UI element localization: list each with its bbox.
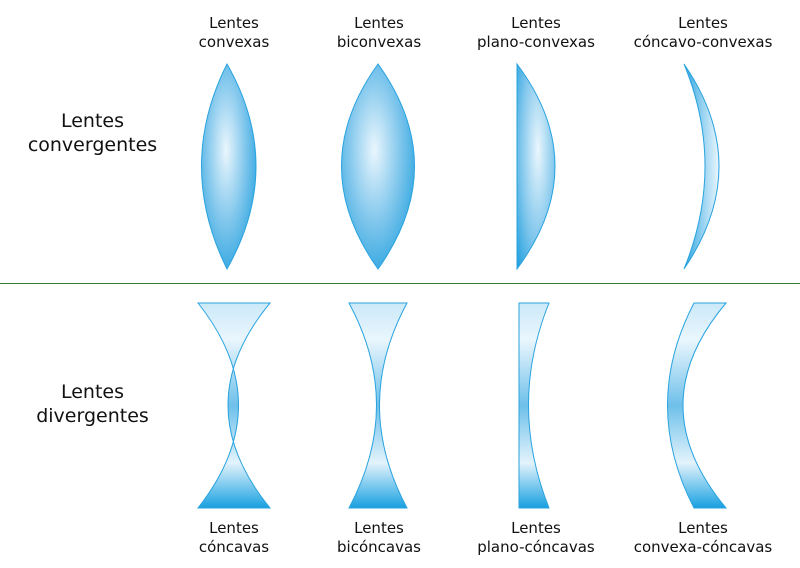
label-convexas: Lentes convexas [134, 14, 334, 52]
label-biconcavas: Lentes bicóncavas [279, 519, 479, 557]
lens-biconcava [348, 302, 408, 509]
convergent-row-title: Lentes convergentes [0, 109, 185, 157]
label-convexas-line2: convexas [198, 33, 270, 51]
label-convexa-concavas-line2: convexa-cóncavas [633, 538, 773, 556]
divergent-row-title: Lentes divergentes [0, 380, 185, 428]
divider-line [0, 283, 800, 284]
divergent-title-line2: divergentes [36, 405, 149, 427]
label-plano-concavas: Lentes plano-cóncavas [436, 519, 636, 557]
lens-biconvexa [341, 63, 415, 270]
lens-convexa-concava [667, 302, 728, 509]
divergent-title-line1: Lentes [60, 381, 125, 403]
label-concavas: Lentes cóncavas [134, 519, 334, 557]
lens-plano-concava [518, 302, 550, 509]
lens-concavo-convexa [683, 63, 720, 270]
label-concavas-line1: Lentes [209, 519, 259, 537]
label-plano-concavas-line1: Lentes [511, 519, 561, 537]
label-convexa-concavas-line1: Lentes [678, 519, 728, 537]
convergent-title-line1: Lentes [60, 110, 125, 132]
label-biconvexas-line1: Lentes [354, 14, 404, 32]
label-concavo-convexas-line2: cóncavo-convexas [633, 33, 773, 51]
label-concavas-line2: cóncavas [198, 538, 270, 556]
label-biconvexas: Lentes biconvexas [279, 14, 479, 52]
convergent-title-line2: convergentes [27, 134, 158, 156]
label-convexas-line1: Lentes [209, 14, 259, 32]
lens-plano-convexa [516, 62, 556, 271]
label-plano-convexas-line1: Lentes [511, 14, 561, 32]
label-plano-convexas-line2: plano-convexas [477, 33, 595, 51]
label-concavo-convexas: Lentes cóncavo-convexas [603, 14, 800, 52]
label-plano-convexas: Lentes plano-convexas [436, 14, 636, 52]
label-biconcavas-line1: Lentes [354, 519, 404, 537]
lens-concava [196, 302, 272, 509]
label-biconcavas-line2: bicóncavas [337, 538, 421, 556]
label-convexa-concavas: Lentes convexa-cóncavas [603, 519, 800, 557]
label-plano-concavas-line2: plano-cóncavas [477, 538, 595, 556]
label-concavo-convexas-line1: Lentes [678, 14, 728, 32]
label-biconvexas-line2: biconvexas [336, 33, 422, 51]
lens-convexa [201, 62, 257, 271]
